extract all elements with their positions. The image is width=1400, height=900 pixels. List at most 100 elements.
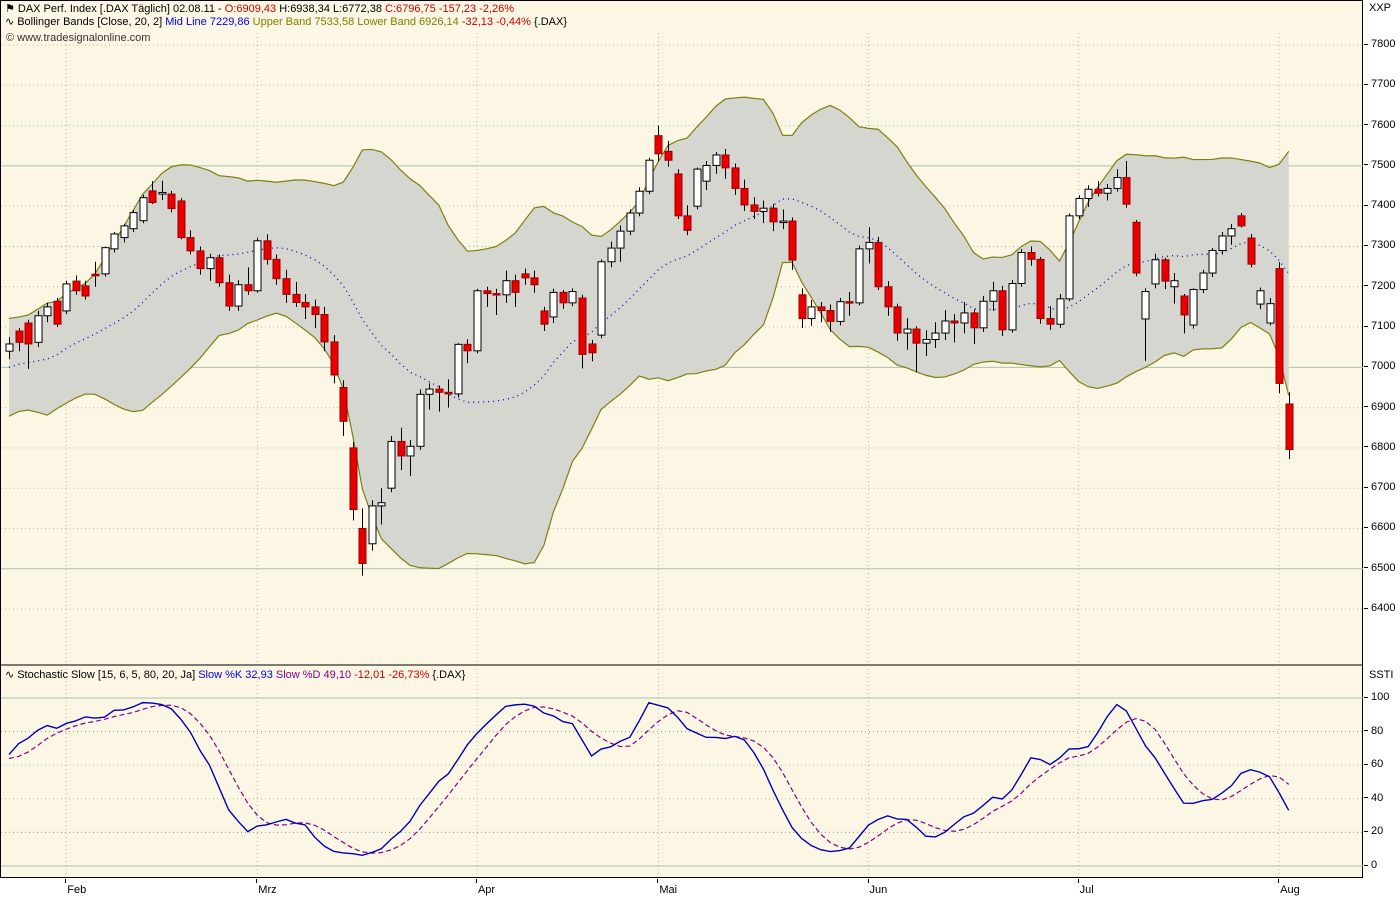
candle-bullish xyxy=(626,212,635,232)
candle-bearish xyxy=(1094,188,1103,194)
candle-bullish xyxy=(1065,215,1074,300)
month-label-mai: Mai xyxy=(659,884,678,896)
candle-bearish xyxy=(1046,318,1055,325)
candle-bullish xyxy=(960,312,969,324)
watermark: © www.tradesignalonline.com xyxy=(6,32,151,44)
stoch-tick-label: 100 xyxy=(1364,691,1389,703)
candle-bullish xyxy=(473,290,482,352)
month-label-aug: Aug xyxy=(1280,884,1300,896)
instrument-icon: ⚑ xyxy=(5,3,15,15)
time-axis[interactable]: Feb Mrz Apr Mai Jun Jul Aug xyxy=(0,879,1363,900)
price-tick-label: 6700 xyxy=(1364,481,1395,493)
month-tick xyxy=(475,879,477,883)
price-tick-label: 7800 xyxy=(1364,38,1395,50)
candle-bearish xyxy=(912,328,921,344)
month-tick xyxy=(1278,879,1280,883)
candle-bearish xyxy=(817,306,826,312)
candle-bearish xyxy=(444,391,453,395)
candle-bullish xyxy=(702,164,711,182)
candle-bearish xyxy=(72,280,81,292)
candle-bearish xyxy=(225,282,234,307)
candle-bearish xyxy=(1036,258,1045,320)
candle-bullish xyxy=(568,291,577,304)
candle-bullish xyxy=(368,505,377,545)
candle-bearish xyxy=(177,200,186,239)
month-label-apr: Apr xyxy=(477,884,496,896)
bollinger-header[interactable]: ∿ Bollinger Bands [Close, 20, 2] Mid Line… xyxy=(5,16,567,28)
candle-bearish xyxy=(874,241,883,288)
candle-bullish xyxy=(1189,289,1198,326)
candle-bearish xyxy=(53,300,62,325)
candle-bearish xyxy=(463,343,472,352)
price-tick-label: 7100 xyxy=(1364,320,1395,332)
month-tick xyxy=(1077,879,1079,883)
month-label-jul: Jul xyxy=(1079,884,1094,896)
candle-bearish xyxy=(578,297,587,355)
candle-bullish xyxy=(129,212,138,230)
candle-bearish xyxy=(521,273,530,279)
candle-bullish xyxy=(989,290,998,302)
price-tick-label: 7700 xyxy=(1364,78,1395,90)
stoch-tick-label: 60 xyxy=(1364,758,1383,770)
candle-bullish xyxy=(779,220,788,224)
candle-bullish xyxy=(855,248,864,304)
candle-bearish xyxy=(91,273,100,277)
stoch-tick-label: 40 xyxy=(1364,792,1383,804)
candle-bearish xyxy=(272,258,281,280)
instrument-header[interactable]: ⚑ DAX Perf. Index [.DAX Täglich] 02.08.11… xyxy=(5,3,514,15)
candle-bullish xyxy=(759,207,768,212)
candle-bearish xyxy=(721,154,730,169)
stochastic-header[interactable]: ∿ Stochastic Slow [15, 6, 5, 80, 20, Ja] … xyxy=(5,669,465,681)
candle-bullish xyxy=(836,301,845,322)
candle-bearish xyxy=(1247,237,1256,265)
candle-bullish xyxy=(43,306,52,317)
slow-k-value: Slow %K 32,93 xyxy=(198,669,276,681)
candle-bullish xyxy=(139,197,148,222)
candle-bearish xyxy=(998,290,1007,331)
price-tick-label: 7500 xyxy=(1364,159,1395,171)
candle-bearish xyxy=(970,312,979,329)
candle-bullish xyxy=(62,283,71,312)
price-tick-label: 7000 xyxy=(1364,360,1395,372)
candle-bearish xyxy=(1027,251,1036,260)
candle-bearish xyxy=(148,190,157,204)
chart-canvas[interactable] xyxy=(1,1,1364,878)
month-label-mrz: Mrz xyxy=(258,884,277,896)
price-tick-label: 6400 xyxy=(1364,602,1395,614)
candle-bullish xyxy=(377,502,386,507)
stochastic-title: Stochastic Slow [15, 6, 5, 80, 20, Ja] xyxy=(17,669,199,681)
stoch-tick-label: 20 xyxy=(1364,825,1383,837)
candle-bullish xyxy=(903,328,912,334)
candle-bearish xyxy=(1237,215,1246,227)
indicator-wave-icon: ∿ xyxy=(5,16,15,28)
candle-bullish xyxy=(807,306,816,320)
candle-bearish xyxy=(397,440,406,457)
candle-bearish xyxy=(798,294,807,320)
stoch-tick-label: 0 xyxy=(1364,859,1377,871)
candle-bullish xyxy=(5,343,14,352)
candle-bullish xyxy=(1075,198,1084,217)
candle-bearish xyxy=(339,386,348,422)
candle-bearish xyxy=(540,310,549,325)
candle-bearish xyxy=(263,240,272,260)
stoch-axis-name: SSTI xyxy=(1369,669,1394,681)
candle-bearish xyxy=(893,306,902,334)
candle-bullish xyxy=(1170,280,1179,288)
price-axis-unit: XXP xyxy=(1369,2,1392,14)
candle-bearish xyxy=(167,193,176,210)
candle-bullish xyxy=(416,393,425,447)
candle-bearish xyxy=(1285,403,1294,451)
band-change-values: -32,13 -0,44% xyxy=(461,16,534,28)
candle-bullish xyxy=(34,315,43,343)
candle-bullish xyxy=(253,240,262,292)
candle-bearish xyxy=(950,320,959,324)
slow-k-line xyxy=(8,701,1290,857)
slow-d-value: Slow %D 49,10 xyxy=(275,669,355,681)
candle-bearish xyxy=(1275,268,1284,384)
candle-bearish xyxy=(349,447,358,511)
candle-bullish xyxy=(979,300,988,329)
high-low-values: H:6938,34 L:6772,38 xyxy=(279,3,385,15)
candle-bullish xyxy=(1208,249,1217,274)
candle-bearish xyxy=(282,278,291,295)
candle-bearish xyxy=(301,301,310,308)
